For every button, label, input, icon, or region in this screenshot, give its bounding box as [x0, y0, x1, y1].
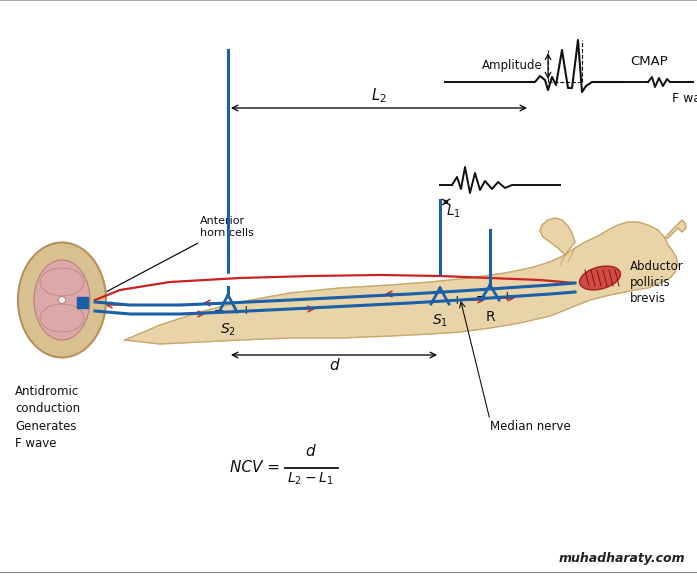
Text: $L_2$: $L_2$ — [372, 87, 387, 105]
Text: $L_1$: $L_1$ — [446, 204, 461, 220]
Text: +: + — [502, 290, 512, 302]
Text: Generates
F wave: Generates F wave — [15, 420, 77, 450]
Ellipse shape — [18, 242, 106, 358]
Text: Antidromic
conduction: Antidromic conduction — [15, 385, 80, 415]
Ellipse shape — [34, 260, 90, 340]
Ellipse shape — [579, 266, 620, 290]
Ellipse shape — [40, 268, 84, 296]
Text: Anterior
horn cells: Anterior horn cells — [200, 216, 254, 238]
Text: d: d — [329, 358, 339, 373]
Text: +: + — [241, 304, 252, 317]
Text: Abductor
pollicis
brevis: Abductor pollicis brevis — [630, 260, 684, 305]
Text: −: − — [425, 295, 436, 309]
Polygon shape — [540, 218, 575, 255]
Ellipse shape — [59, 297, 66, 304]
Text: CMAP: CMAP — [630, 55, 668, 68]
Text: Amplitude: Amplitude — [482, 59, 543, 73]
Polygon shape — [125, 220, 686, 344]
Text: NCV =: NCV = — [230, 460, 280, 475]
Bar — [77, 297, 88, 308]
Text: d: d — [305, 444, 315, 459]
Text: F wave: F wave — [672, 92, 697, 105]
Text: +: + — [452, 294, 463, 308]
Text: Median nerve: Median nerve — [490, 420, 571, 433]
Ellipse shape — [40, 304, 84, 332]
Text: $S_1$: $S_1$ — [432, 313, 448, 329]
Text: $S_2$: $S_2$ — [220, 322, 236, 338]
Text: R: R — [485, 310, 495, 324]
Text: $L_2 - L_1$: $L_2 - L_1$ — [287, 471, 333, 488]
Text: −: − — [475, 290, 486, 304]
Text: −: − — [213, 305, 224, 317]
Text: muhadharaty.com: muhadharaty.com — [558, 552, 685, 565]
